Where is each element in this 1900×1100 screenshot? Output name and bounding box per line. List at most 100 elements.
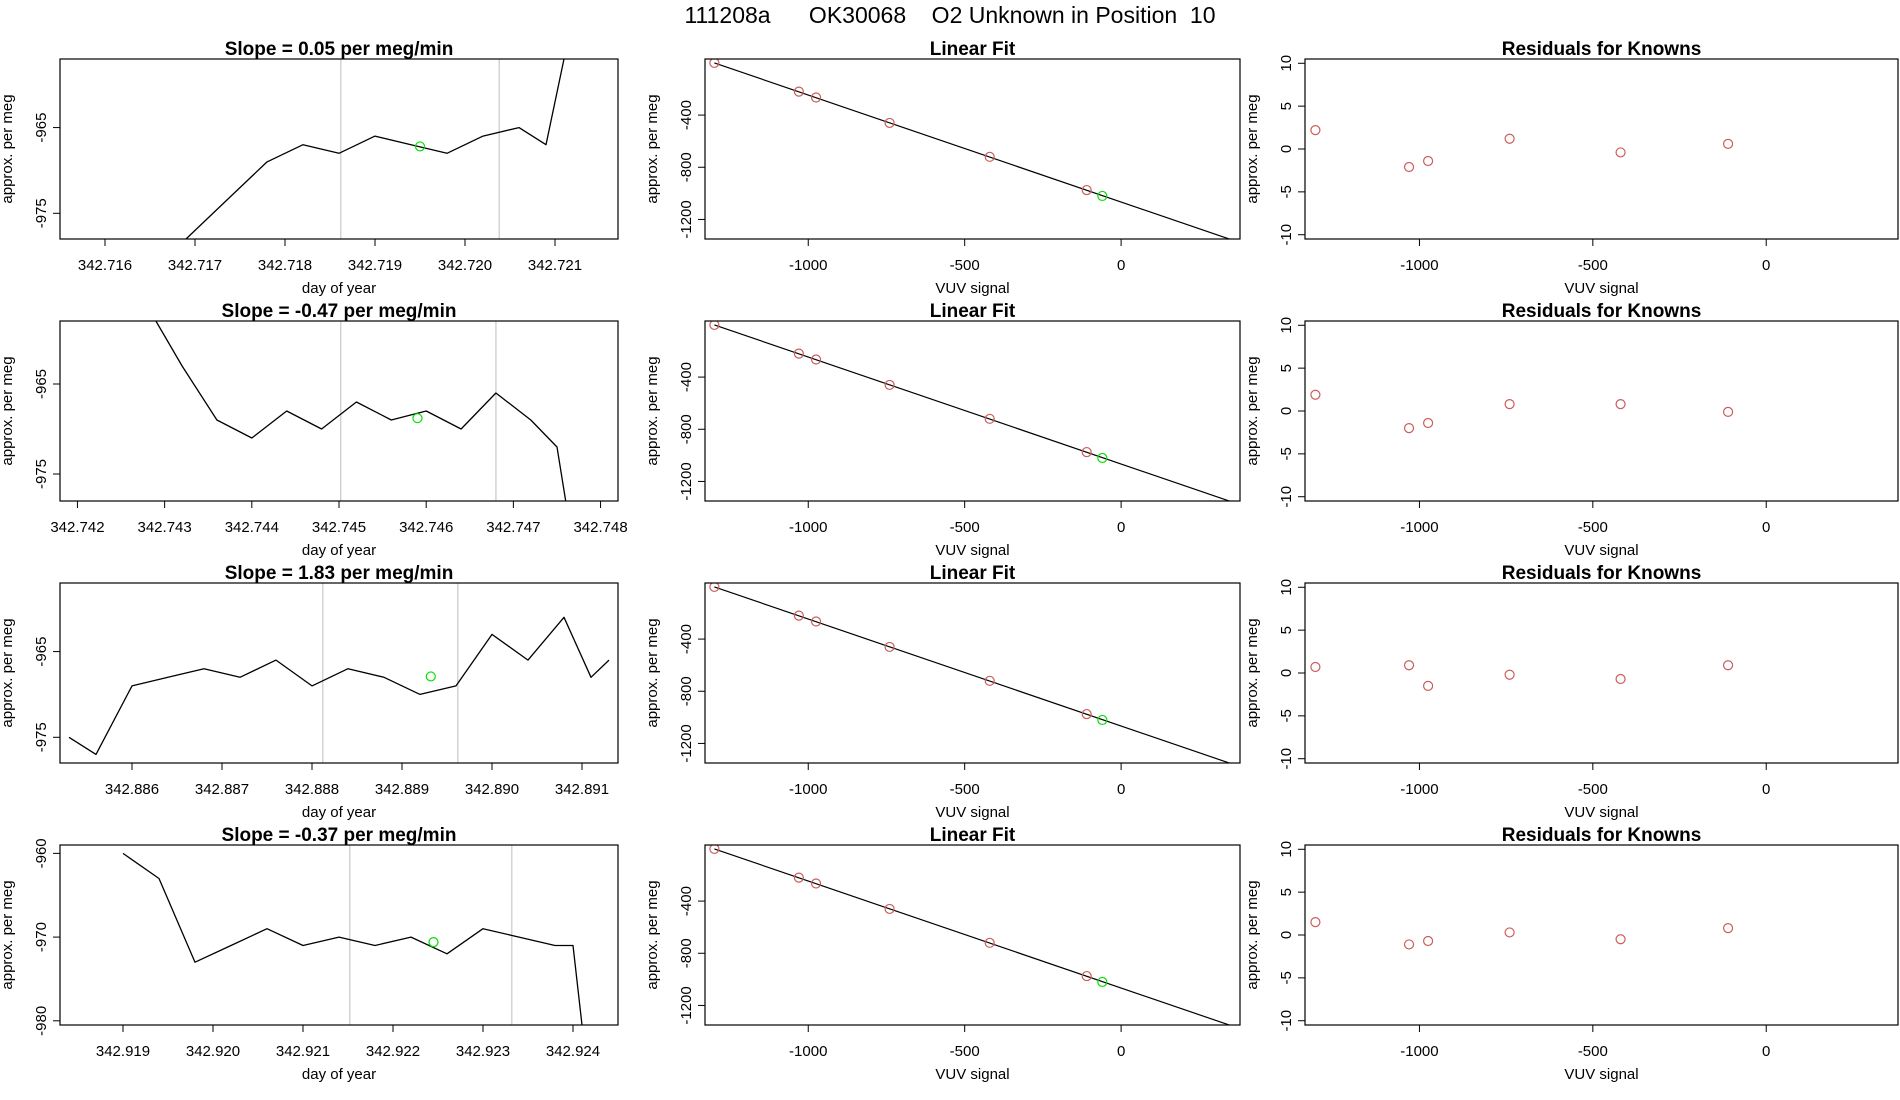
x-axis-label: VUV signal <box>1564 804 1638 821</box>
page-title: 111208a OK30068 O2 Unknown in Position 1… <box>684 2 1216 28</box>
x-tick-label: -500 <box>950 781 980 798</box>
plot-panel: Slope = 0.05 per meg/min day of year appro… <box>0 39 619 297</box>
residual-point-marker <box>1615 673 1626 685</box>
known-point-marker <box>984 675 995 686</box>
y-axis-label: approx. per meg <box>644 356 661 465</box>
known-point-marker <box>709 59 720 69</box>
residual-point-marker <box>1423 417 1434 429</box>
plot-title: Slope = -0.47 per meg/min <box>222 301 457 322</box>
residual-point-marker <box>1310 125 1321 136</box>
x-tick-label: 342.889 <box>375 781 429 798</box>
x-tick-label: 0 <box>1762 781 1770 798</box>
y-tick-label: -10 <box>1278 748 1295 770</box>
residual-point-marker <box>1310 389 1321 400</box>
plot-title: Slope = -0.37 per meg/min <box>222 825 457 846</box>
x-tick-label: -1000 <box>1400 257 1438 274</box>
y-tick-label: 0 <box>1278 931 1295 939</box>
known-point-marker <box>709 583 720 593</box>
x-tick-label: 342.744 <box>225 519 279 536</box>
plot-data-area <box>709 321 1232 501</box>
residual-point-marker <box>1722 138 1734 149</box>
y-tick-label: -960 <box>33 838 50 868</box>
unknown-point-marker <box>412 413 423 424</box>
y-axis-label: approx. per meg <box>644 880 661 989</box>
y-tick-label: 5 <box>1278 102 1295 110</box>
x-tick-label: 342.921 <box>276 1043 330 1060</box>
plot-panel: Linear Fit VUV signal approx. per meg -1000… <box>644 301 1241 559</box>
y-tick-label: 5 <box>1278 626 1295 634</box>
plot-panel: Slope = -0.37 per meg/min day of year appr… <box>0 825 619 1083</box>
y-tick-label: 0 <box>1278 669 1295 677</box>
data-series-line <box>122 852 583 1025</box>
plot-title: Linear Fit <box>930 301 1016 322</box>
x-tick-label: 342.890 <box>465 781 519 798</box>
x-axis-label: VUV signal <box>1564 280 1638 297</box>
plot-panel: Slope = -0.47 per meg/min day of year appr… <box>0 301 628 559</box>
unknown-point-marker <box>414 141 426 152</box>
plot-data-area <box>122 845 583 1025</box>
plot-title: Linear Fit <box>930 39 1016 60</box>
plot-data-area <box>709 845 1232 1025</box>
y-tick-label: -5 <box>1278 971 1295 984</box>
y-tick-label: -5 <box>1278 709 1295 722</box>
known-point-marker <box>1081 446 1092 458</box>
y-tick-label: -400 <box>678 362 695 392</box>
x-tick-label: -1000 <box>1400 781 1438 798</box>
plot-frame <box>1304 582 1899 764</box>
x-tick-label: -1000 <box>789 781 827 798</box>
fit-line <box>714 586 1232 763</box>
y-axis-label: approx. per meg <box>1244 94 1261 203</box>
y-tick-label: -10 <box>1278 486 1295 508</box>
x-tick-label: -1000 <box>789 1043 827 1060</box>
y-tick-label: 10 <box>1278 317 1295 334</box>
x-tick-label: 342.742 <box>50 519 104 536</box>
plot-title: Linear Fit <box>930 563 1016 584</box>
residual-point-marker <box>1403 939 1415 950</box>
residual-point-marker <box>1423 680 1434 691</box>
data-series-line <box>68 616 610 756</box>
plot-frame <box>704 58 1241 240</box>
known-point-marker <box>1081 970 1092 982</box>
x-tick-label: 342.717 <box>168 257 222 274</box>
unknown-point-marker <box>1097 714 1108 726</box>
plot-panel: Residuals for Knowns VUV signal approx. pe… <box>1244 39 1899 297</box>
y-tick-label: -970 <box>33 922 50 952</box>
plot-panel: Residuals for Knowns VUV signal approx. pe… <box>1244 563 1899 821</box>
x-tick-label: 342.746 <box>399 519 453 536</box>
y-tick-label: -800 <box>678 152 695 182</box>
x-axis-label: day of year <box>302 542 376 559</box>
x-tick-label: 342.887 <box>195 781 249 798</box>
x-axis-label: VUV signal <box>1564 542 1638 559</box>
x-tick-label: -500 <box>1578 1043 1608 1060</box>
x-tick-label: 0 <box>1117 519 1125 536</box>
plot-data-area <box>185 59 565 239</box>
known-point-marker <box>984 151 995 162</box>
y-tick-label: -800 <box>678 938 695 968</box>
known-point-marker <box>810 92 822 103</box>
y-axis-label: approx. per meg <box>0 880 16 989</box>
x-tick-label: 0 <box>1117 257 1125 274</box>
x-tick-label: -500 <box>950 257 980 274</box>
residual-point-marker <box>1615 399 1626 410</box>
known-point-marker <box>709 845 720 855</box>
known-point-marker <box>1081 708 1092 720</box>
known-point-marker <box>984 413 995 424</box>
x-tick-label: 342.748 <box>573 519 627 536</box>
y-tick-label: -5 <box>1278 185 1295 198</box>
x-tick-label: 342.747 <box>486 519 540 536</box>
residual-point-marker <box>1615 147 1626 158</box>
plot-data-area <box>1310 660 1734 691</box>
plot-frame <box>704 582 1241 764</box>
x-tick-label: 342.716 <box>78 257 132 274</box>
x-tick-label: 342.743 <box>138 519 192 536</box>
y-tick-label: -975 <box>33 198 50 228</box>
x-tick-label: 342.721 <box>528 257 582 274</box>
plot-frame <box>704 844 1241 1026</box>
residual-point-marker <box>1504 399 1515 410</box>
y-axis-label: approx. per meg <box>1244 618 1261 727</box>
plot-frame <box>59 582 619 764</box>
y-axis-label: approx. per meg <box>644 94 661 203</box>
y-tick-label: -1200 <box>678 462 695 500</box>
plot-panel: Residuals for Knowns VUV signal approx. pe… <box>1244 301 1899 559</box>
